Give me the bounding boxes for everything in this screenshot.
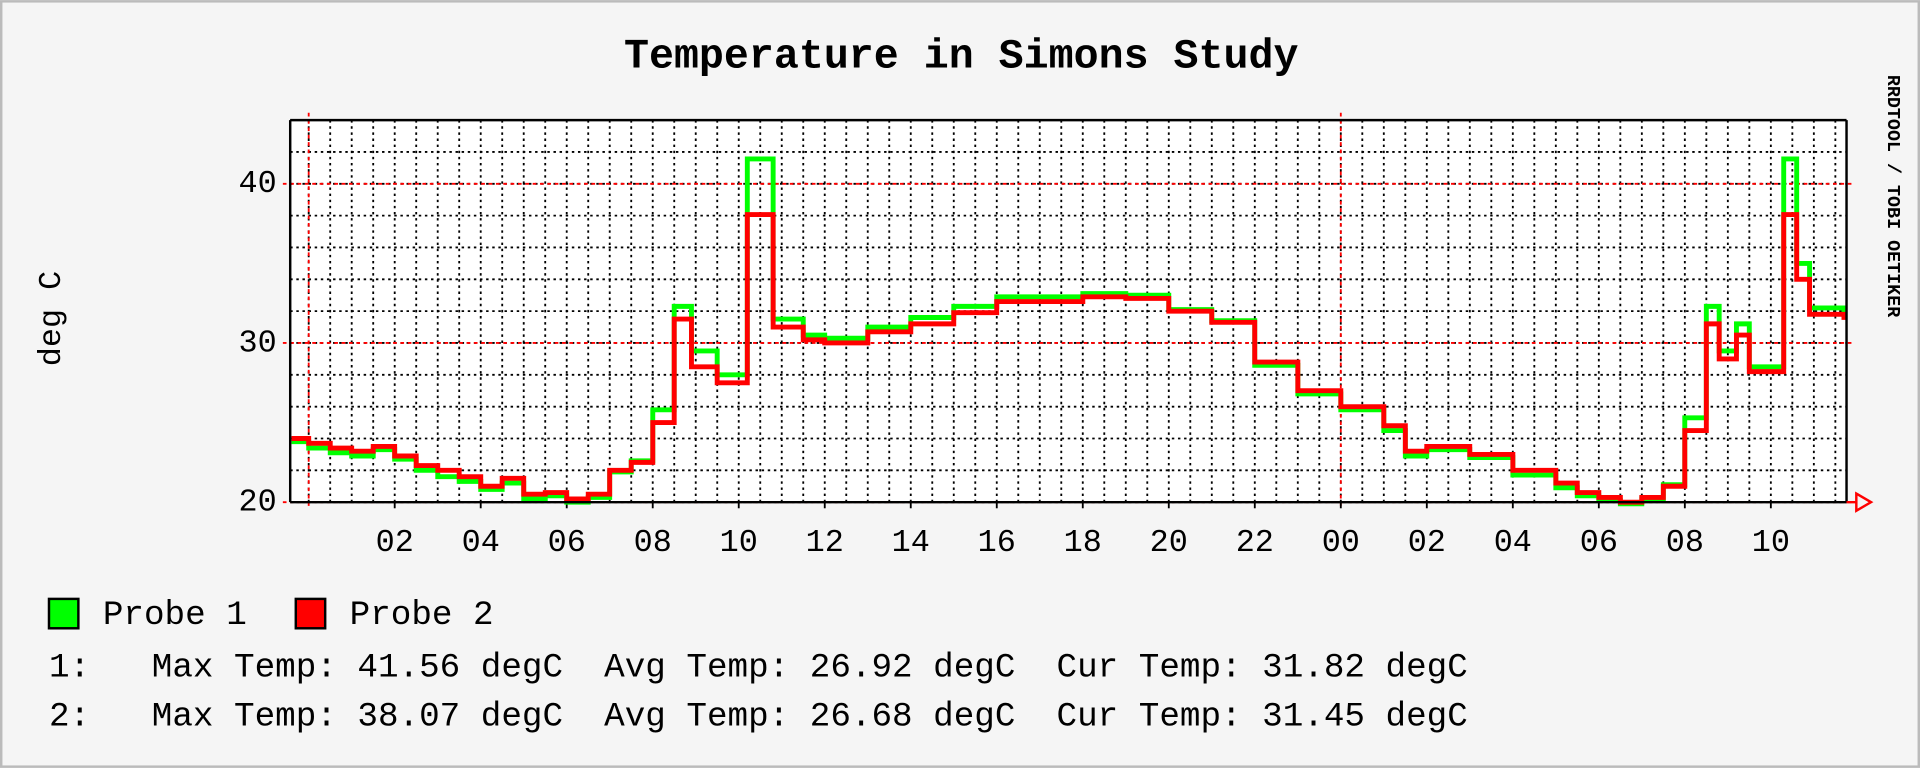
stats-line: 1: Max Temp: 41.56 degC Avg Temp: 26.92 … (49, 649, 1468, 688)
x-tick-label: 18 (1064, 525, 1102, 561)
x-tick-label: 22 (1236, 525, 1274, 561)
x-tick-label: 10 (720, 525, 758, 561)
legend-swatch (294, 597, 327, 630)
x-tick-label: 10 (1752, 525, 1790, 561)
x-tick-label: 04 (1494, 525, 1532, 561)
x-tick-label: 04 (462, 525, 500, 561)
y-tick-label: 30 (239, 325, 277, 361)
chart-title: Temperature in Simons Study (624, 32, 1298, 80)
x-tick-label: 02 (1408, 525, 1446, 561)
legend-label: Probe 2 (350, 596, 494, 635)
x-tick-label: 00 (1322, 525, 1360, 561)
x-tick-label: 12 (806, 525, 844, 561)
x-tick-label: 16 (978, 525, 1016, 561)
y-tick-label: 20 (239, 485, 277, 521)
x-tick-label: 06 (1580, 525, 1618, 561)
watermark: RRDTOOL / TOBI OETIKER (1882, 75, 1903, 317)
x-tick-label: 06 (548, 525, 586, 561)
y-axis-label: deg C (34, 271, 70, 367)
axis-arrow (1846, 491, 1874, 513)
probe-line (291, 212, 1847, 505)
legend-label: Probe 1 (103, 596, 247, 635)
y-tick-label: 40 (239, 166, 277, 202)
x-tick-label: 20 (1150, 525, 1188, 561)
x-tick-label: 08 (1666, 525, 1704, 561)
x-tick-label: 08 (634, 525, 672, 561)
x-tick-label: 02 (376, 525, 414, 561)
x-tick-label: 14 (892, 525, 930, 561)
stats-line: 2: Max Temp: 38.07 degC Avg Temp: 26.68 … (49, 698, 1468, 737)
legend-swatch (47, 597, 80, 630)
